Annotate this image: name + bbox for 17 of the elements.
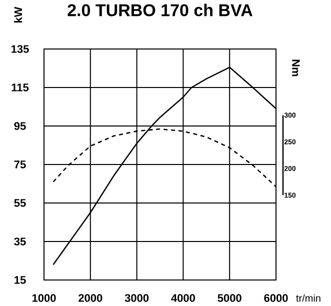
chart-title: 2.0 TURBO 170 ch BVA	[68, 4, 252, 16]
x-axis-title: tr/min	[296, 294, 320, 302]
x-tick-label: 2000	[78, 294, 102, 302]
y-axis-title: kW	[14, 6, 22, 23]
x-tick-label: 3000	[124, 294, 149, 302]
x-tick-label: 4000	[171, 294, 195, 302]
y-tick-label: 55	[14, 199, 26, 207]
y-tick-label: 115	[12, 84, 29, 92]
y2-axis-title: Nm	[292, 60, 300, 76]
x-tick-label: 5000	[218, 294, 242, 302]
y-tick-label: 15	[14, 276, 26, 284]
y-tick-label: 95	[14, 122, 26, 130]
y-tick-label: 135	[12, 45, 29, 53]
x-tick-label: 6000	[264, 294, 288, 302]
y-tick-label: 35	[14, 238, 26, 246]
y-tick-label: 75	[14, 160, 26, 168]
x-tick-label: 1000	[32, 294, 56, 302]
